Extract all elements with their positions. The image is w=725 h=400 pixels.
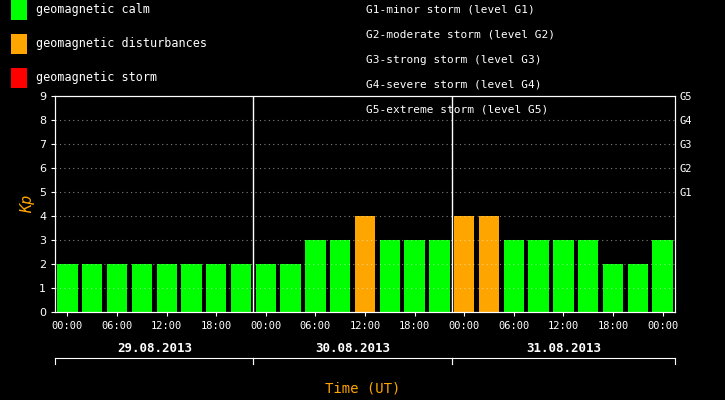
Bar (157, 264, 177, 312)
Bar (281, 264, 301, 312)
Text: G3-strong storm (level G3): G3-strong storm (level G3) (366, 55, 542, 65)
Bar (504, 240, 524, 312)
Bar (380, 240, 400, 312)
Text: 31.08.2013: 31.08.2013 (526, 342, 601, 355)
Text: geomagnetic calm: geomagnetic calm (36, 4, 149, 16)
Text: G5-extreme storm (level G5): G5-extreme storm (level G5) (366, 104, 548, 114)
Text: geomagnetic storm: geomagnetic storm (36, 72, 157, 84)
Bar (454, 216, 474, 312)
Bar (256, 264, 276, 312)
Bar (57, 264, 78, 312)
Bar (478, 216, 500, 312)
Bar (529, 240, 549, 312)
Bar (355, 216, 376, 312)
Text: G4-severe storm (level G4): G4-severe storm (level G4) (366, 80, 542, 90)
Text: G1-minor storm (level G1): G1-minor storm (level G1) (366, 5, 535, 15)
Text: G2-moderate storm (level G2): G2-moderate storm (level G2) (366, 30, 555, 40)
Bar (628, 264, 648, 312)
Text: 29.08.2013: 29.08.2013 (117, 342, 192, 355)
Bar (602, 264, 624, 312)
Bar (181, 264, 202, 312)
Bar (553, 240, 573, 312)
Bar (330, 240, 350, 312)
Bar (82, 264, 102, 312)
Bar (578, 240, 598, 312)
Text: 30.08.2013: 30.08.2013 (315, 342, 390, 355)
Bar (652, 240, 673, 312)
Bar (429, 240, 450, 312)
Bar (405, 240, 425, 312)
Bar (107, 264, 128, 312)
Y-axis label: Kp: Kp (20, 195, 35, 213)
Text: geomagnetic disturbances: geomagnetic disturbances (36, 38, 207, 50)
Bar (206, 264, 226, 312)
Bar (305, 240, 326, 312)
Text: Time (UT): Time (UT) (325, 382, 400, 396)
Bar (231, 264, 252, 312)
Bar (132, 264, 152, 312)
